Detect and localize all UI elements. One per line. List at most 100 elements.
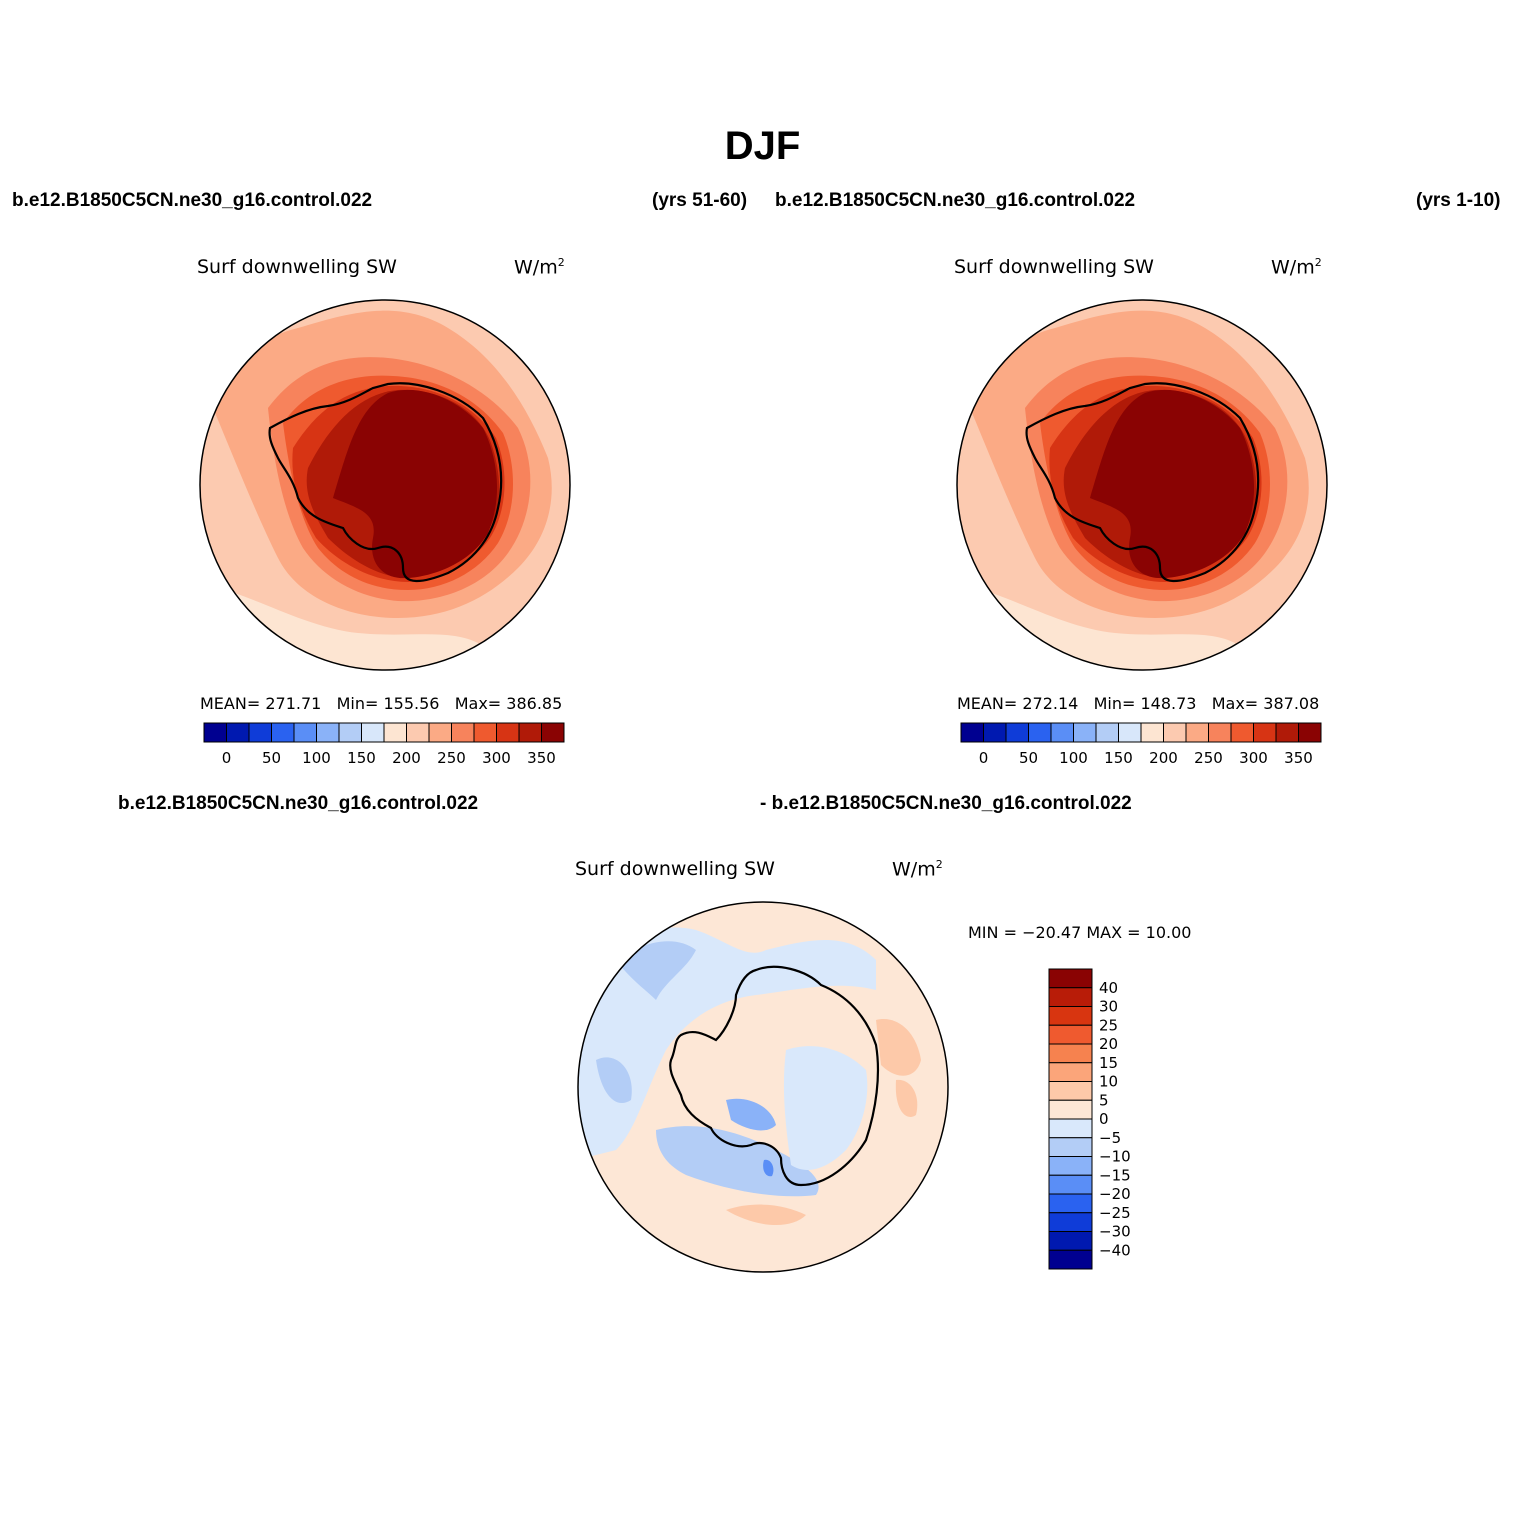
right-colorbar-swatch <box>1275 722 1299 743</box>
right-colorbar-swatch <box>1208 722 1232 743</box>
left-colorbar-tick-label: 150 <box>347 749 376 767</box>
diff-colorbar-tick-label: 5 <box>1099 1091 1109 1109</box>
left-colorbar-swatch <box>383 722 407 743</box>
diff-colorbar-tick-label: 30 <box>1099 998 1118 1016</box>
left-colorbar: 0 50 100 150 200 250 300 350 <box>203 722 565 767</box>
right-plot-title: Surf downwelling SW <box>954 256 1154 278</box>
diff-colorbar-swatch <box>1048 1099 1093 1120</box>
diff-plot-title: Surf downwelling SW <box>575 858 775 880</box>
right-units: W/m2 <box>1271 256 1322 279</box>
right-colorbar-tick-label: 300 <box>1239 749 1268 767</box>
left-colorbar-tick-label: 200 <box>392 749 421 767</box>
left-colorbar-swatch <box>338 722 362 743</box>
diff-colorbar-swatch <box>1048 1043 1093 1064</box>
diff-units: W/m2 <box>892 858 943 881</box>
diff-colorbar-tick-label: −25 <box>1099 1204 1131 1222</box>
right-colorbar-tick-label: 350 <box>1284 749 1313 767</box>
left-polar-map <box>199 299 571 671</box>
right-colorbar-swatch <box>1298 722 1322 743</box>
left-colorbar-swatch <box>451 722 475 743</box>
left-colorbar-tick-label: 250 <box>437 749 466 767</box>
diff-colorbar-swatch <box>1048 1193 1093 1214</box>
right-polar-map <box>956 299 1328 671</box>
right-colorbar-swatch <box>1005 722 1029 743</box>
left-colorbar-swatch <box>406 722 430 743</box>
right-colorbar-swatch <box>983 722 1007 743</box>
diff-colorbar-tick-label: −15 <box>1099 1166 1131 1184</box>
diff-minmax: MIN = −20.47 MAX = 10.00 <box>968 923 1192 942</box>
diff-case-left: b.e12.B1850C5CN.ne30_g16.control.022 <box>118 793 479 814</box>
left-colorbar-swatch <box>203 722 227 743</box>
diff-colorbar-tick-label: −10 <box>1099 1148 1131 1166</box>
diff-colorbar-tick-label: 0 <box>1099 1110 1109 1128</box>
right-stats: MEAN= 272.14 Min= 148.73 Max= 387.08 <box>957 694 1320 713</box>
right-colorbar-tick-label: 0 <box>979 749 989 767</box>
diff-colorbar-swatch <box>1048 968 1093 989</box>
diff-colorbar-swatch <box>1048 1006 1093 1026</box>
right-colorbar-swatch <box>960 722 984 743</box>
left-stats: MEAN= 271.71 Min= 155.56 Max= 386.85 <box>200 694 563 713</box>
diff-colorbar-swatch <box>1048 1062 1093 1082</box>
right-colorbar: 0 50 100 150 200 250 300 350 <box>960 722 1322 767</box>
diff-colorbar-swatch <box>1048 1024 1093 1045</box>
diff-colorbar-tick-label: −30 <box>1099 1223 1131 1241</box>
left-colorbar-swatch <box>473 722 497 743</box>
right-colorbar-swatch <box>1073 722 1097 743</box>
right-colorbar-swatch <box>1253 722 1277 743</box>
right-case-name: b.e12.B1850C5CN.ne30_g16.control.022 <box>775 190 1136 211</box>
left-colorbar-tick-label: 100 <box>302 749 331 767</box>
diff-colorbar-swatch <box>1048 1118 1093 1139</box>
left-colorbar-tick-label: 0 <box>222 749 232 767</box>
diff-case-right: - b.e12.B1850C5CN.ne30_g16.control.022 <box>760 793 1132 814</box>
right-colorbar-swatch <box>1163 722 1187 743</box>
left-colorbar-tick-label: 50 <box>262 749 281 767</box>
diff-colorbar-swatch <box>1048 1174 1093 1195</box>
right-colorbar-tick-label: 250 <box>1194 749 1223 767</box>
diff-colorbar-tick-label: 20 <box>1099 1035 1118 1053</box>
diff-colorbar-tick-label: 25 <box>1099 1016 1118 1034</box>
diff-colorbar-swatch <box>1048 1081 1093 1101</box>
right-colorbar-tick-label: 200 <box>1149 749 1178 767</box>
diff-colorbar-tick-label: −5 <box>1099 1129 1121 1147</box>
right-colorbar-tick-label: 150 <box>1104 749 1133 767</box>
left-colorbar-swatch <box>541 722 565 743</box>
left-colorbar-tick-label: 350 <box>527 749 556 767</box>
left-colorbar-swatch <box>496 722 520 743</box>
left-colorbar-swatch <box>428 722 452 743</box>
left-case-name: b.e12.B1850C5CN.ne30_g16.control.022 <box>12 190 373 211</box>
left-colorbar-swatch <box>316 722 340 743</box>
diff-colorbar-swatch <box>1048 1212 1093 1232</box>
right-colorbar-swatch <box>1185 722 1209 743</box>
diff-colorbar-swatch <box>1048 1231 1093 1251</box>
left-colorbar-swatch <box>518 722 542 743</box>
left-years: (yrs 51-60) <box>652 190 748 211</box>
right-colorbar-tick-label: 50 <box>1019 749 1038 767</box>
diff-colorbar-swatch <box>1048 1137 1093 1157</box>
diff-colorbar-tick-label: 15 <box>1099 1054 1118 1072</box>
right-colorbar-swatch <box>1140 722 1164 743</box>
left-colorbar-swatch <box>271 722 295 743</box>
diff-colorbar-tick-label: 10 <box>1099 1073 1118 1091</box>
right-colorbar-swatch <box>1118 722 1142 743</box>
left-colorbar-swatch <box>226 722 250 743</box>
left-colorbar-swatch <box>293 722 317 743</box>
right-colorbar-swatch <box>1095 722 1119 743</box>
diff-colorbar-swatch <box>1048 1156 1093 1176</box>
main-title: DJF <box>724 124 801 168</box>
left-colorbar-swatch <box>361 722 385 743</box>
left-plot-title: Surf downwelling SW <box>197 256 397 278</box>
diff-polar-map <box>577 901 949 1273</box>
diff-colorbar-tick-label: −40 <box>1099 1241 1131 1259</box>
right-colorbar-swatch <box>1028 722 1052 743</box>
right-colorbar-tick-label: 100 <box>1059 749 1088 767</box>
right-years: (yrs 1-10) <box>1416 190 1501 211</box>
diff-colorbar-tick-label: 40 <box>1099 979 1118 997</box>
right-colorbar-swatch <box>1050 722 1074 743</box>
left-units: W/m2 <box>514 256 565 279</box>
left-colorbar-swatch <box>248 722 272 743</box>
right-colorbar-swatch <box>1230 722 1254 743</box>
diff-colorbar-tick-label: −20 <box>1099 1185 1131 1203</box>
diff-colorbar-swatch <box>1048 987 1093 1007</box>
diff-colorbar-swatch <box>1048 1249 1093 1270</box>
